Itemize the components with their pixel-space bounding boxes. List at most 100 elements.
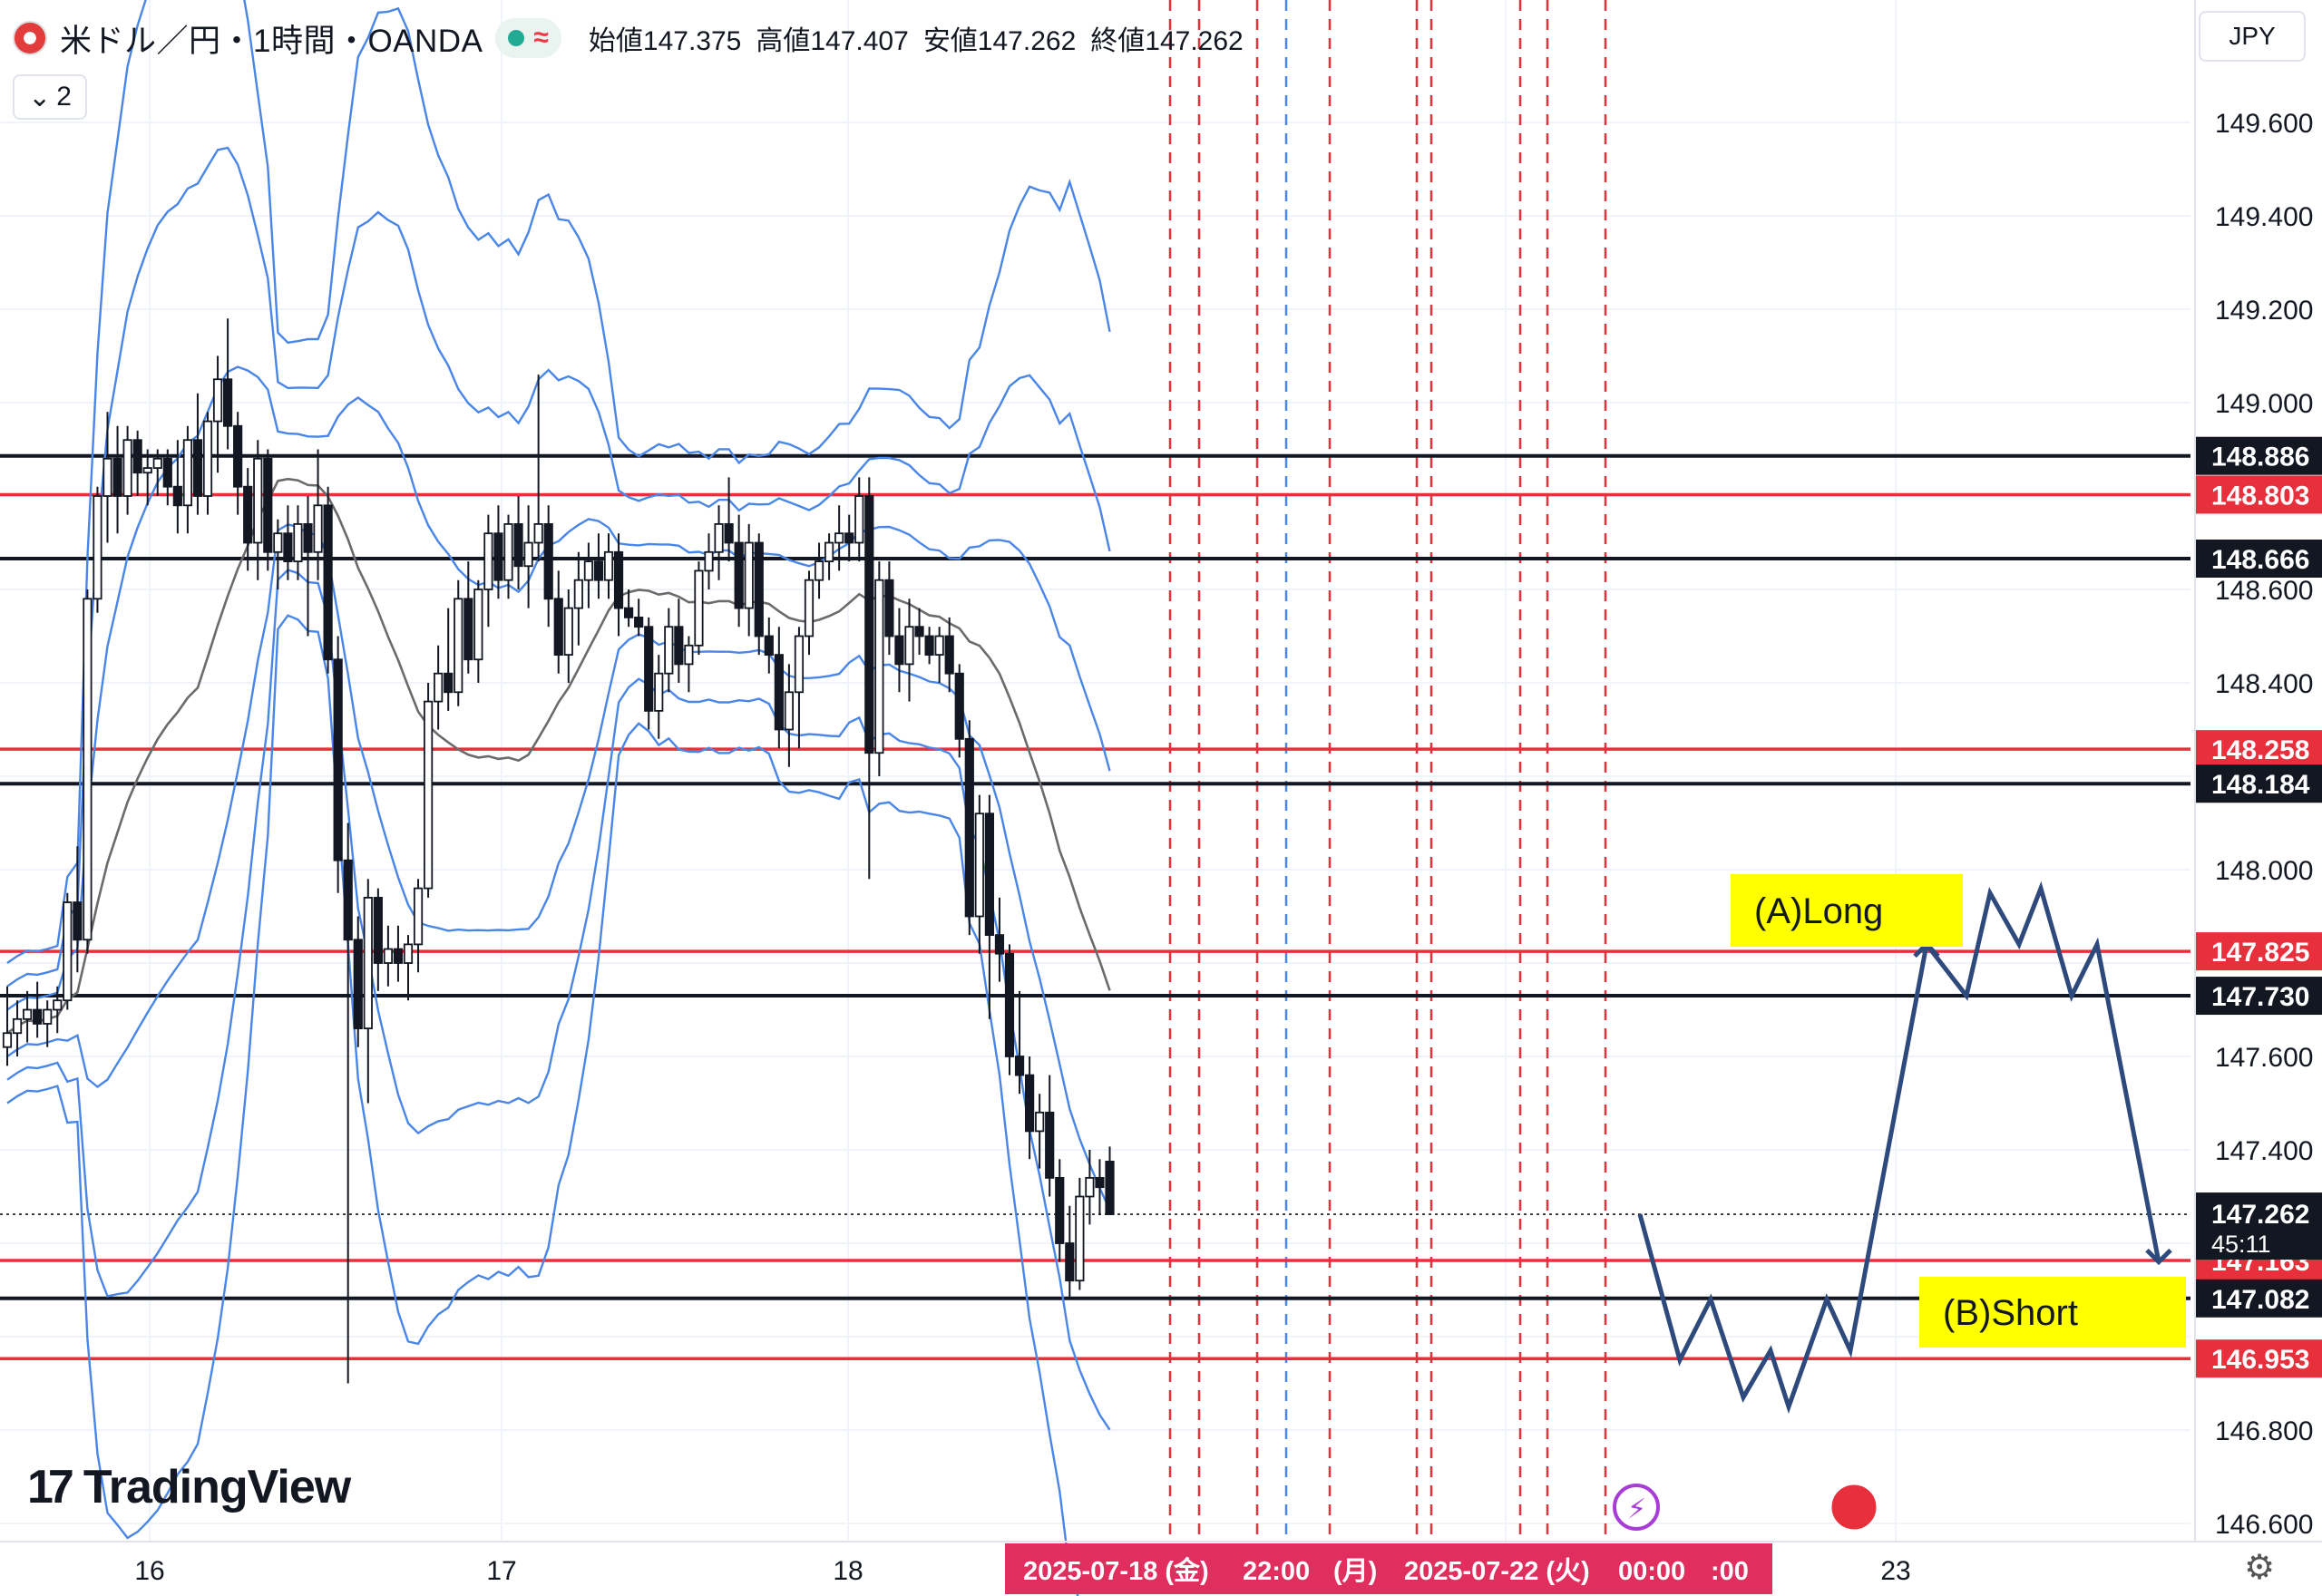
candle <box>102 412 112 543</box>
candle-body <box>222 378 233 427</box>
candle <box>1025 1056 1035 1160</box>
y-tick-label: 149.000 <box>2215 389 2313 419</box>
candle-body <box>1045 1111 1055 1179</box>
candle-body <box>363 897 373 1030</box>
candle-body <box>22 1008 33 1020</box>
level-price-label: 147.730 <box>2211 982 2309 1012</box>
us-flag-icon <box>13 21 47 55</box>
candle <box>644 617 654 730</box>
level-price-label: 146.953 <box>2211 1345 2309 1375</box>
candle-body <box>192 439 203 497</box>
candle <box>373 888 383 991</box>
candle-body <box>573 579 583 609</box>
candle <box>444 608 454 711</box>
bollinger-bands <box>6 0 1111 1596</box>
candle-body <box>563 607 573 656</box>
countdown-label: 45:11 <box>2211 1231 2271 1258</box>
candle <box>593 533 604 599</box>
x-tick-label: 17 <box>486 1556 516 1586</box>
candle-body <box>1014 1056 1025 1076</box>
bollinger-lower-2 <box>6 569 1111 1431</box>
candle-body <box>132 439 142 474</box>
last-price-tag <box>2196 1192 2322 1260</box>
candle-body <box>243 485 253 544</box>
candle-body <box>794 635 805 694</box>
candle <box>273 519 283 589</box>
ohlc-values: 始値147.375 高値147.407 安値147.262 終値147.262 <box>589 18 1244 58</box>
candle-body <box>664 626 674 675</box>
candle-body <box>373 897 383 964</box>
candle <box>583 542 594 608</box>
candle-body <box>263 457 273 553</box>
candle-body <box>754 541 764 637</box>
candle <box>724 477 734 562</box>
price-axis: 149.600 149.400 149.200 149.000 148.600 148.4… <box>2194 0 2322 1542</box>
candle-body <box>444 672 454 694</box>
candle <box>754 533 764 656</box>
time-range-highlight <box>1005 1543 1772 1594</box>
candle-body <box>212 378 223 423</box>
session-time-label: 00:00 <box>1618 1557 1685 1586</box>
candle-body <box>654 672 664 712</box>
y-tick-label: 149.400 <box>2215 202 2313 232</box>
candle <box>994 897 1005 982</box>
bollinger-upper-2 <box>6 146 1111 988</box>
settings-gear-icon[interactable]: ⚙ <box>2244 1549 2276 1587</box>
candle-body <box>233 424 243 488</box>
candle <box>894 608 904 693</box>
candle <box>403 935 414 1001</box>
market-status[interactable]: ≈ <box>495 18 561 58</box>
tradingview-logo[interactable]: 17 TradingView <box>27 1460 351 1514</box>
bollinger-upper-1 <box>6 365 1111 1011</box>
candle <box>473 579 483 683</box>
candle-body <box>764 635 774 657</box>
collapse-indicators-button[interactable]: ⌄ 2 <box>13 74 87 120</box>
candle <box>984 794 994 1019</box>
candle <box>603 533 614 599</box>
candle <box>1065 1205 1075 1299</box>
candle-body <box>473 589 483 661</box>
candle <box>1105 1146 1115 1215</box>
candle <box>794 627 805 749</box>
candle <box>1014 990 1025 1095</box>
level-price-label: 148.666 <box>2211 545 2309 575</box>
candle-body <box>694 569 704 647</box>
candle-body <box>253 457 263 544</box>
candle <box>854 477 864 562</box>
candle <box>744 523 754 637</box>
candle <box>1045 1075 1055 1197</box>
candle-body <box>603 550 614 581</box>
lightning-glyph: ⚡ <box>1627 1494 1646 1525</box>
candle <box>434 645 444 730</box>
candle-body <box>162 457 172 488</box>
candle <box>253 440 263 580</box>
open-value: 始値147.375 <box>588 26 742 56</box>
close-value: 終値147.262 <box>1090 26 1244 56</box>
logo-text: TradingView <box>83 1461 351 1513</box>
candle-body <box>533 523 543 544</box>
candle <box>233 412 243 515</box>
candle-body <box>814 560 824 581</box>
candle <box>924 627 934 665</box>
candle-body <box>894 635 904 666</box>
candle <box>864 477 874 880</box>
level-price-tag <box>2196 475 2322 514</box>
candle <box>333 636 343 893</box>
candle-body <box>994 934 1005 955</box>
currency-button[interactable]: JPY <box>2199 11 2306 62</box>
candle-body <box>493 532 503 581</box>
candle-body <box>503 523 513 581</box>
candle-body <box>684 644 694 666</box>
annotation-long: (A)Long <box>1731 874 1963 947</box>
candle-body <box>834 532 844 544</box>
level-price-label: 148.184 <box>2211 770 2310 800</box>
candle <box>1095 1159 1105 1216</box>
candle-body <box>904 626 914 666</box>
candle-body <box>864 495 874 754</box>
level-price-label: 148.258 <box>2211 735 2309 765</box>
candle <box>222 318 233 450</box>
symbol-title[interactable]: 米ドル／円・1時間・OANDA <box>60 23 483 59</box>
candle-body <box>964 737 974 918</box>
candle <box>684 636 694 693</box>
